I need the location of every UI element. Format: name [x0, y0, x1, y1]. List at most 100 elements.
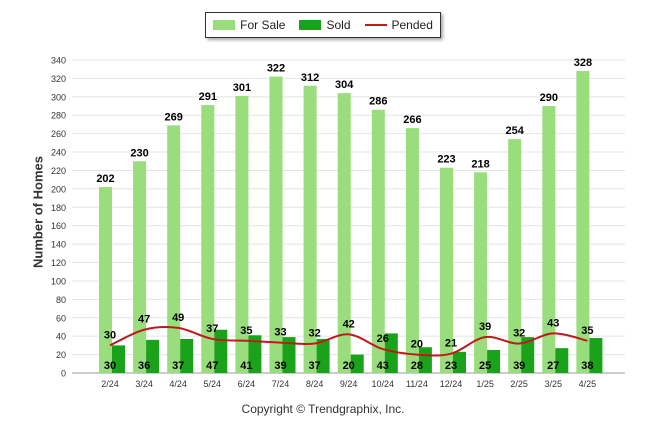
legend-label-for-sale: For Sale [240, 18, 286, 32]
label-for-sale: 218 [471, 158, 489, 170]
label-pended: 43 [547, 317, 559, 329]
label-sold: 43 [377, 360, 389, 372]
y-tick-label: 260 [51, 129, 66, 139]
legend-swatch-pended [364, 24, 387, 26]
legend: For Sale Sold Pended [205, 12, 441, 38]
y-axis-ticks: 0 20 40 60 80 100 120 140 160 180 200 220 240 260 280 3… [51, 56, 66, 379]
y-axis-label: Number of Homes [30, 156, 46, 268]
label-pended: 32 [513, 328, 525, 340]
legend-item-for-sale[interactable]: For Sale [213, 18, 285, 32]
legend-item-sold[interactable]: Sold [299, 18, 351, 32]
label-pended: 35 [581, 325, 593, 337]
label-sold: 27 [547, 360, 559, 372]
x-axis-ticks: 2/24 3/24 4/24 5/24 6/24 7/24 8/24 9/24 10/24 11/… [101, 379, 596, 389]
label-sold: 20 [343, 360, 355, 372]
bar-sold[interactable] [521, 337, 535, 373]
bar-sold[interactable] [418, 347, 432, 373]
bar-for-sale[interactable] [269, 76, 283, 373]
legend-label-pended: Pended [391, 18, 433, 32]
label-for-sale: 322 [267, 63, 285, 75]
label-pended: 49 [172, 312, 184, 324]
label-sold: 25 [479, 360, 491, 372]
bar-for-sale[interactable] [405, 128, 419, 373]
label-pended: 35 [240, 325, 252, 337]
label-sold: 23 [445, 360, 457, 372]
bar-sold[interactable] [453, 351, 466, 373]
x-tick-label: 7/24 [272, 379, 290, 389]
y-tick-label: 220 [51, 166, 66, 176]
bar-sold[interactable] [282, 337, 296, 373]
bar-sold[interactable] [384, 333, 398, 373]
bar-for-sale[interactable] [235, 95, 249, 373]
y-tick-label: 120 [51, 258, 66, 268]
label-sold: 41 [240, 360, 252, 372]
bar-sold[interactable] [350, 354, 364, 373]
bar-sold[interactable] [180, 338, 194, 373]
y-tick-label: 80 [56, 295, 66, 305]
x-tick-label: 8/24 [306, 379, 324, 389]
label-for-sale: 304 [335, 79, 354, 91]
bar-sold[interactable] [146, 339, 160, 373]
x-tick-label: 5/24 [204, 379, 222, 389]
label-sold: 37 [172, 360, 184, 372]
label-sold: 28 [411, 360, 423, 372]
x-tick-label: 9/24 [340, 379, 358, 389]
label-pended: 42 [343, 318, 355, 330]
label-sold: 36 [138, 360, 150, 372]
y-tick-label: 0 [61, 369, 66, 379]
y-tick-label: 200 [51, 184, 66, 194]
x-tick-label: 1/25 [476, 379, 494, 389]
bar-for-sale[interactable] [576, 71, 590, 373]
bar-sold[interactable] [589, 338, 603, 373]
label-pended: 30 [104, 329, 116, 341]
x-tick-label: 12/24 [440, 379, 463, 389]
label-pended: 32 [308, 328, 320, 340]
y-tick-label: 60 [56, 313, 66, 323]
x-tick-label: 4/24 [169, 379, 187, 389]
label-for-sale: 254 [506, 125, 525, 137]
y-tick-label: 320 [51, 74, 66, 84]
label-sold: 39 [513, 360, 525, 372]
bar-for-sale[interactable] [371, 109, 385, 373]
bar-sold[interactable] [316, 338, 330, 373]
bar-for-sale[interactable] [337, 93, 351, 373]
y-tick-label: 160 [51, 221, 66, 231]
label-pended: 37 [206, 323, 218, 335]
bar-for-sale[interactable] [99, 187, 112, 373]
y-tick-label: 140 [51, 240, 66, 250]
y-tick-label: 280 [51, 111, 66, 121]
label-pended: 39 [479, 321, 491, 333]
bar-for-sale[interactable] [542, 106, 556, 373]
label-pended: 20 [411, 339, 423, 351]
bar-sold[interactable] [487, 349, 501, 373]
legend-item-pended[interactable]: Pended [364, 18, 433, 32]
x-tick-label: 2/25 [510, 379, 528, 389]
data-labels: 202 30 230 36 269 37 291 47 301 41 322 39 312 37 304 20… [96, 57, 593, 372]
pended-line [109, 326, 588, 357]
pended-series-line[interactable] [109, 326, 588, 357]
label-for-sale: 230 [130, 147, 148, 159]
copyright-footer: Copyright © Trendgraphix, Inc. [241, 402, 405, 416]
bar-sold[interactable] [248, 335, 262, 373]
bar-for-sale[interactable] [474, 172, 488, 373]
bar-for-sale[interactable] [167, 125, 181, 374]
bar-sold[interactable] [112, 345, 125, 373]
label-sold: 37 [308, 360, 320, 372]
x-tick-label: 2/24 [101, 379, 119, 389]
bar-for-sale[interactable] [508, 139, 522, 373]
label-for-sale: 312 [301, 72, 319, 84]
label-pended: 33 [274, 327, 286, 339]
bar-sold[interactable] [555, 348, 569, 373]
bar-for-sale[interactable] [303, 85, 317, 373]
bar-for-sale[interactable] [133, 161, 147, 373]
y-tick-label: 300 [51, 92, 66, 102]
bars [99, 71, 603, 374]
label-for-sale: 290 [540, 92, 558, 104]
y-tick-label: 100 [51, 276, 66, 286]
legend-swatch-sold [299, 20, 322, 30]
y-tick-label: 240 [51, 148, 66, 158]
bar-for-sale[interactable] [201, 105, 215, 373]
label-sold: 38 [581, 360, 593, 372]
bar-for-sale[interactable] [440, 167, 453, 373]
